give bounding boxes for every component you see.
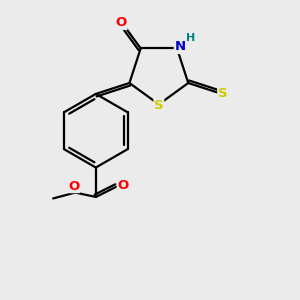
Text: O: O [116,16,127,29]
Text: H: H [186,33,195,43]
Text: N: N [174,40,185,53]
Text: S: S [154,99,164,112]
Text: O: O [68,180,80,193]
Text: O: O [117,179,128,192]
Text: S: S [218,86,227,100]
